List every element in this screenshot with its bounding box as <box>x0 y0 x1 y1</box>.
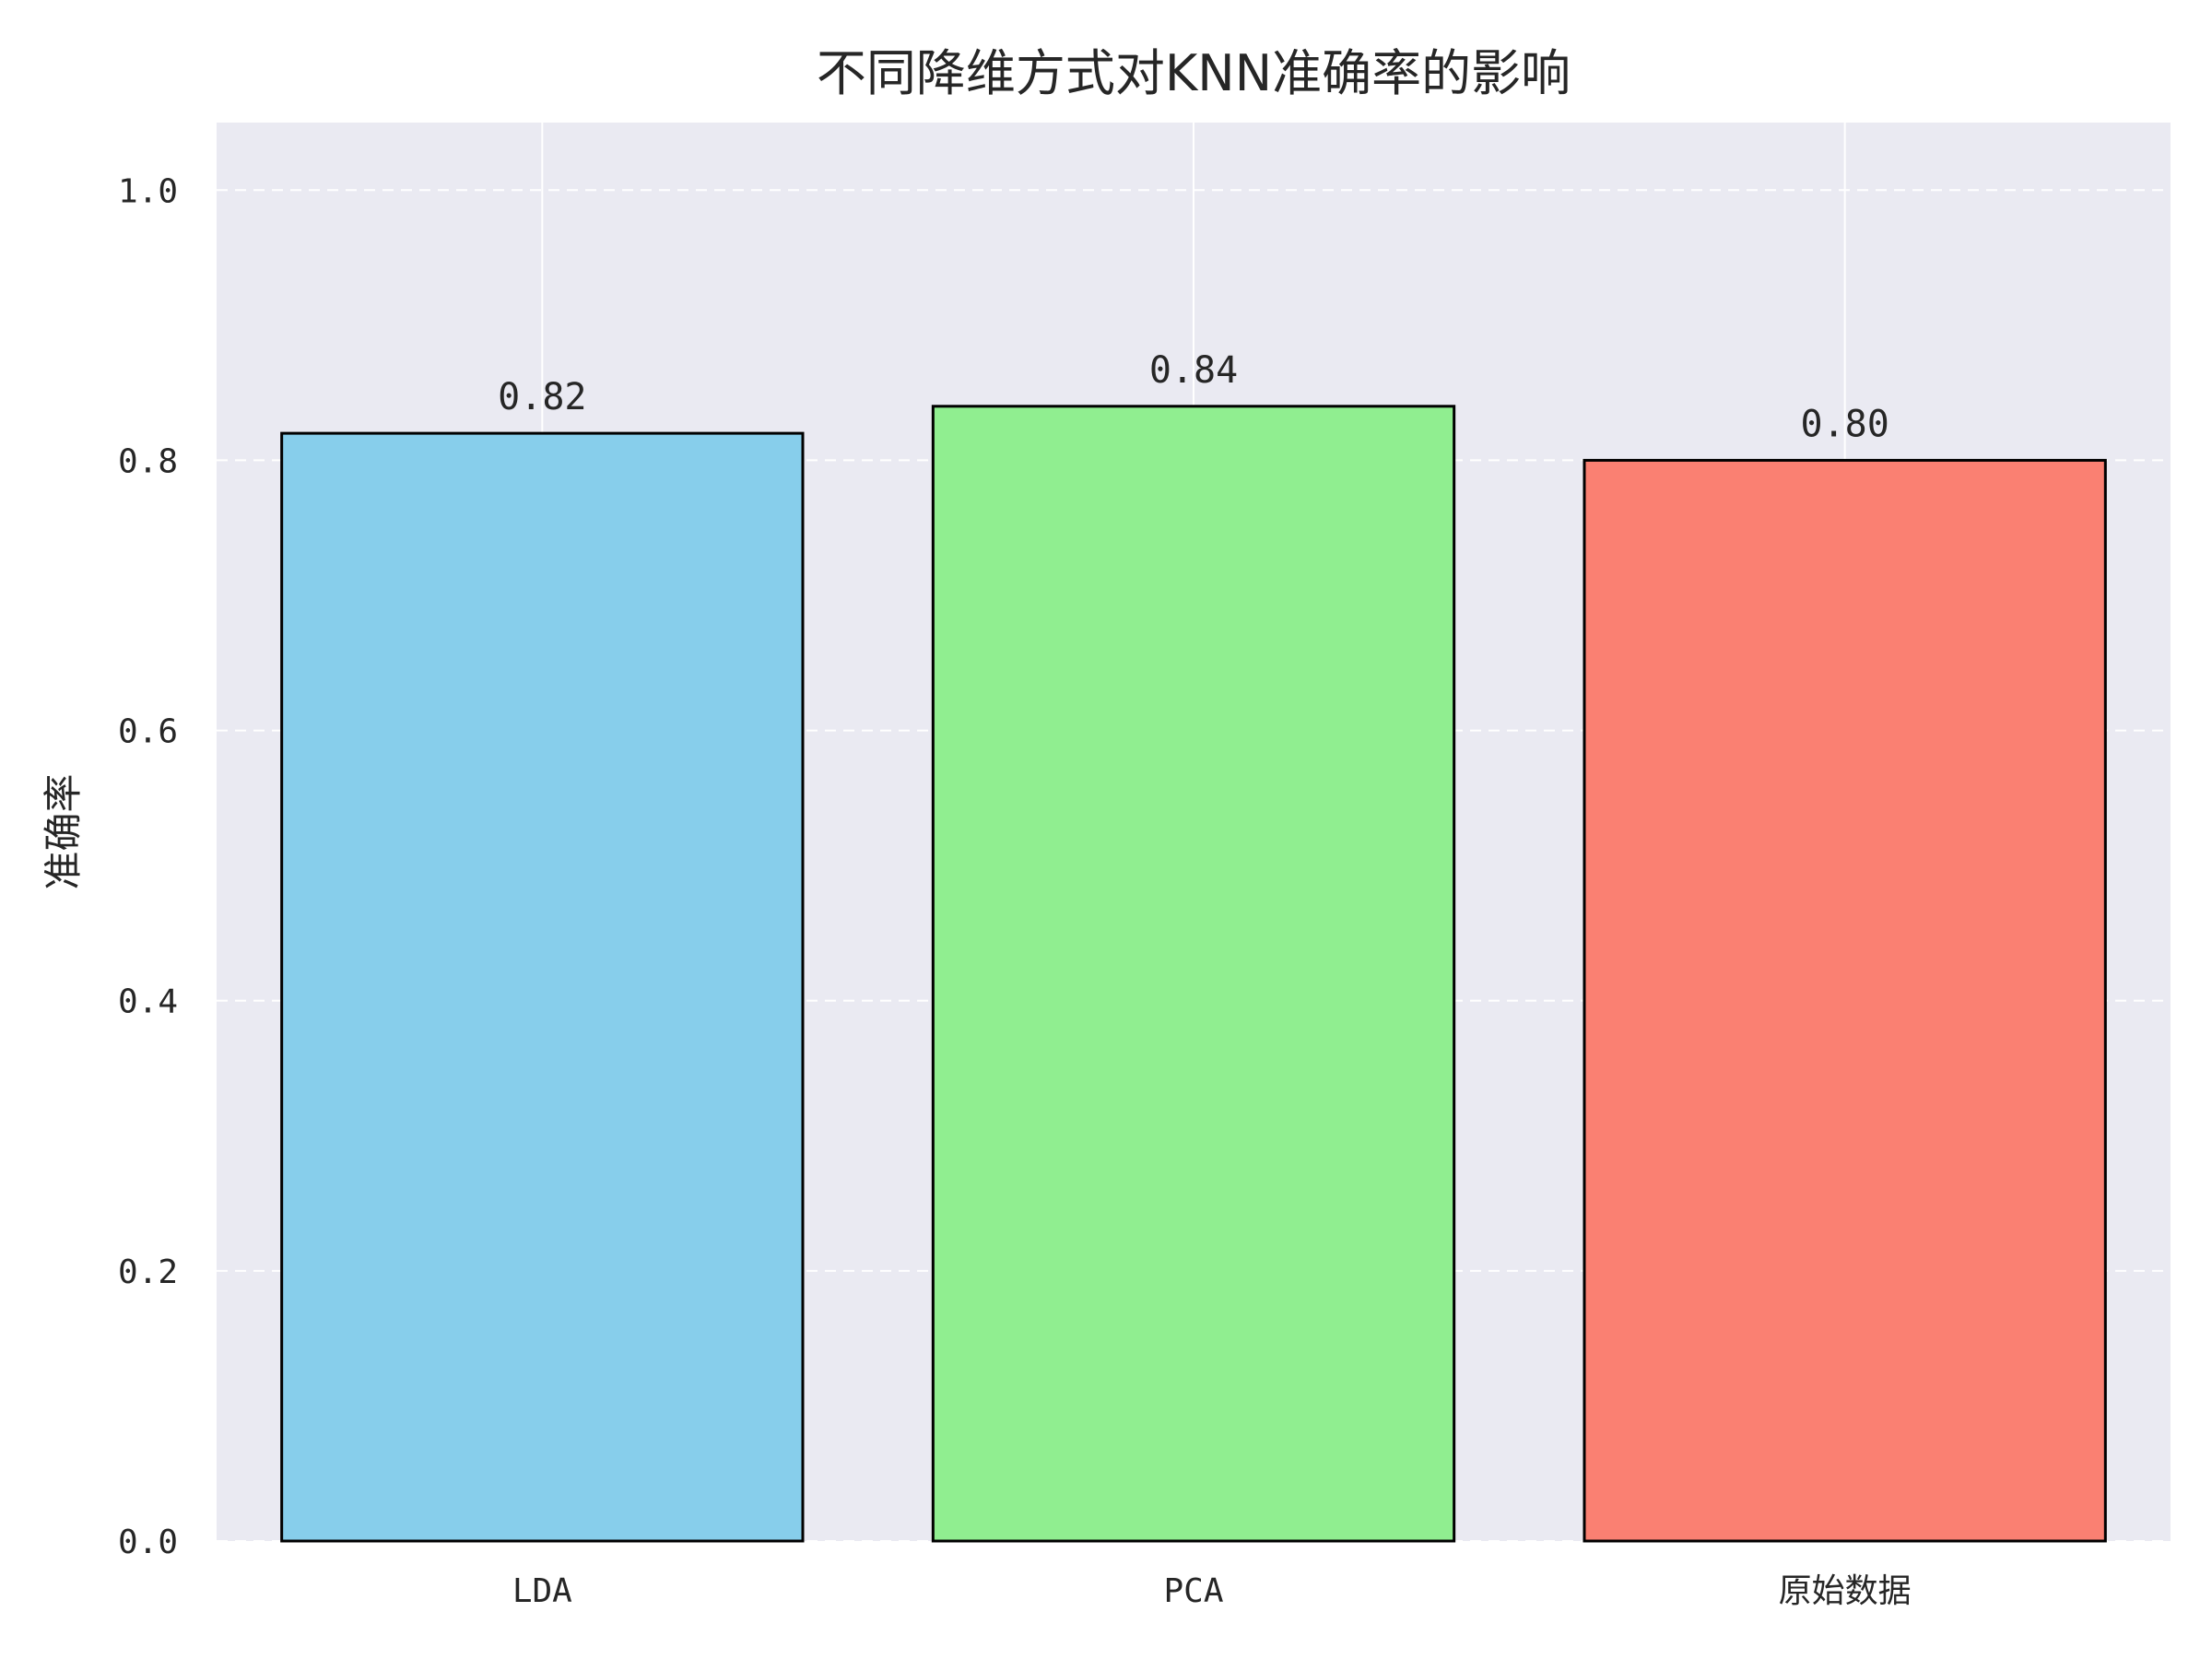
y-tick-label-1: 0.2 <box>118 1253 178 1291</box>
bars <box>280 405 2107 1543</box>
y-tick-label-4: 0.8 <box>118 442 178 480</box>
x-tick-label-2: 原始数据 <box>1779 1572 1912 1610</box>
bar-0 <box>280 431 805 1543</box>
y-tick-label-3: 0.6 <box>118 713 178 751</box>
x-axis-ticks: LDA PCA 原始数据 <box>512 1572 1912 1610</box>
bar-value-label-0: 0.82 <box>498 376 586 418</box>
y-tick-label-5: 1.0 <box>118 172 178 210</box>
bar-1 <box>931 405 1456 1543</box>
chart-title: 不同降维方式对KNN准确率的影响 <box>817 44 1571 102</box>
bar-2 <box>1583 458 2107 1543</box>
bar-value-label-2: 0.80 <box>1801 403 1889 445</box>
bar-value-label-1: 0.84 <box>1149 349 1238 392</box>
y-tick-label-0: 0.0 <box>118 1524 178 1561</box>
y-axis-label: 准确率 <box>41 773 86 889</box>
x-tick-label-0: LDA <box>512 1572 572 1610</box>
y-tick-label-2: 0.4 <box>118 983 178 1021</box>
value-labels: 0.82 0.84 0.80 <box>498 349 1889 446</box>
x-tick-label-1: PCA <box>1163 1572 1223 1610</box>
y-axis-ticks: 0.0 0.2 0.4 0.6 0.8 1.0 <box>118 172 178 1561</box>
